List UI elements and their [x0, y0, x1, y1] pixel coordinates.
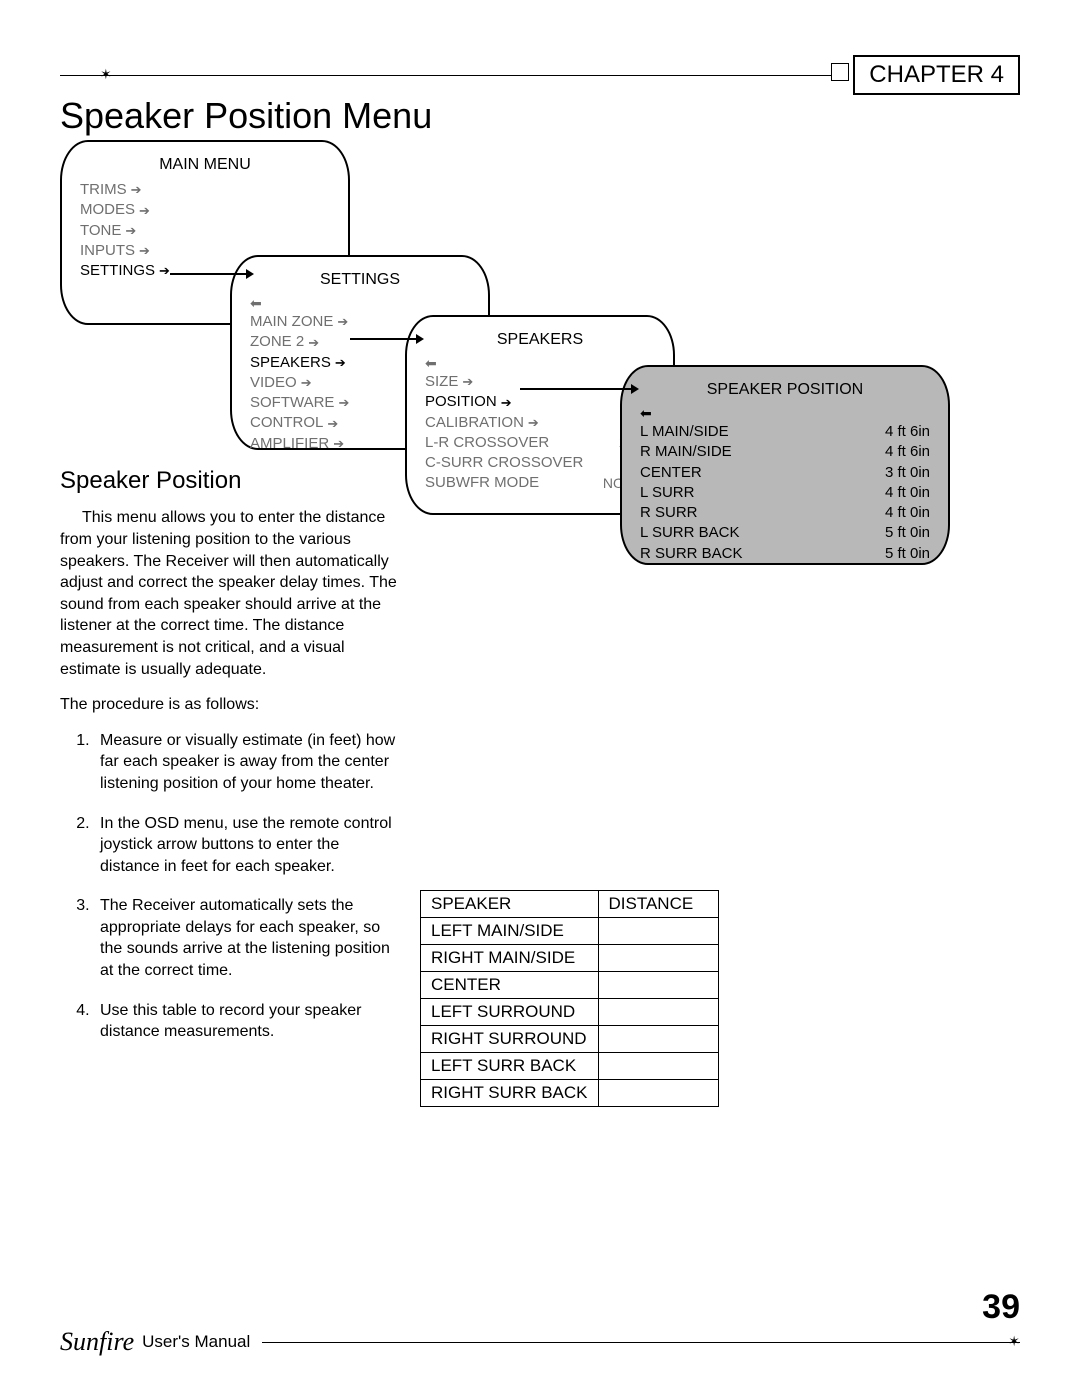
- body-para2: The procedure is as follows:: [60, 694, 400, 716]
- header-rule: CHAPTER 4: [60, 55, 1020, 95]
- col-distance: DISTANCE: [598, 891, 718, 918]
- procedure-step: The Receiver automatically sets the appr…: [94, 895, 400, 981]
- arrow-icon: ➔: [125, 222, 136, 240]
- sp-row: L SURR4 ft 0in: [640, 483, 930, 503]
- screen1-title: MAIN MENU: [80, 156, 330, 174]
- back-arrow-icon: ⬅: [250, 295, 470, 312]
- footer-rule: [262, 1342, 1020, 1343]
- back-arrow-icon: ⬅: [425, 355, 655, 372]
- arrow-icon: ➔: [327, 415, 338, 433]
- back-arrow-icon: ⬅: [640, 405, 930, 422]
- speaker-position-rows: L MAIN/SIDE4 ft 6in R MAIN/SIDE4 ft 6in …: [640, 422, 930, 564]
- screen2-title: SETTINGS: [250, 271, 470, 289]
- arrow-icon: ➔: [337, 313, 348, 331]
- sp-row: R MAIN/SIDE4 ft 6in: [640, 442, 930, 462]
- table-row: CENTER: [421, 972, 719, 999]
- connector-arrowhead-icon: [416, 334, 424, 344]
- arrow-icon: ➔: [462, 373, 473, 391]
- distance-cell: [598, 945, 718, 972]
- arrow-icon: ➔: [501, 394, 512, 412]
- table-row: LEFT SURROUND: [421, 999, 719, 1026]
- arrow-icon: ➔: [139, 242, 150, 260]
- arrow-icon: ➔: [308, 334, 319, 352]
- distance-cell: [598, 1080, 718, 1107]
- footer: Sunfire User's Manual: [60, 1327, 1020, 1357]
- sp-row: L SURR BACK5 ft 0in: [640, 523, 930, 543]
- record-table: SPEAKER DISTANCE LEFT MAIN/SIDE RIGHT MA…: [420, 890, 719, 1107]
- arrow-icon: ➔: [159, 262, 170, 280]
- arrow-icon: ➔: [335, 354, 346, 372]
- distance-cell: [598, 918, 718, 945]
- menu-item: TRIMS➔: [80, 180, 330, 200]
- table-header-row: SPEAKER DISTANCE: [421, 891, 719, 918]
- footer-label: User's Manual: [142, 1332, 250, 1352]
- arrow-icon: ➔: [131, 181, 142, 199]
- arrow-icon: ➔: [528, 414, 539, 432]
- distance-cell: [598, 999, 718, 1026]
- connector-arrowhead-icon: [631, 384, 639, 394]
- arrow-icon: ➔: [301, 374, 312, 392]
- distance-cell: [598, 1026, 718, 1053]
- arrow-icon: ➔: [139, 202, 150, 220]
- sp-row: CENTER3 ft 0in: [640, 463, 930, 483]
- chapter-label: CHAPTER 4: [853, 55, 1020, 95]
- connector-line: [350, 338, 420, 340]
- connector-line: [520, 388, 635, 390]
- screen-speaker-position: SPEAKER POSITION ⬅ L MAIN/SIDE4 ft 6in R…: [620, 365, 950, 565]
- body-text-column: Speaker Position This menu allows you to…: [60, 465, 400, 1061]
- distance-cell: [598, 972, 718, 999]
- connector-arrowhead-icon: [246, 269, 254, 279]
- table-row: RIGHT MAIN/SIDE: [421, 945, 719, 972]
- procedure-step: Measure or visually estimate (in feet) h…: [94, 730, 400, 795]
- brand-name: Sunfire: [60, 1327, 134, 1357]
- menu-item: MODES➔: [80, 200, 330, 220]
- sp-row: R SURR4 ft 0in: [640, 503, 930, 523]
- table-row: LEFT MAIN/SIDE: [421, 918, 719, 945]
- page-number: 39: [982, 1288, 1020, 1327]
- connector-line: [170, 273, 250, 275]
- procedure-list: Measure or visually estimate (in feet) h…: [94, 730, 400, 1043]
- distance-cell: [598, 1053, 718, 1080]
- sp-row: L MAIN/SIDE4 ft 6in: [640, 422, 930, 442]
- procedure-step: Use this table to record your speaker di…: [94, 1000, 400, 1043]
- section-heading: Speaker Position: [60, 465, 400, 497]
- arrow-icon: ➔: [338, 394, 349, 412]
- sp-row: R SURR BACK5 ft 0in: [640, 544, 930, 564]
- table-row: RIGHT SURR BACK: [421, 1080, 719, 1107]
- menu-item: TONE➔: [80, 221, 330, 241]
- arrow-icon: ➔: [333, 435, 344, 453]
- screen4-title: SPEAKER POSITION: [640, 381, 930, 399]
- table-row: RIGHT SURROUND: [421, 1026, 719, 1053]
- body-para1: This menu allows you to enter the distan…: [60, 507, 400, 680]
- header-line-left: [60, 75, 843, 76]
- page-title: Speaker Position Menu: [60, 95, 432, 137]
- procedure-step: In the OSD menu, use the remote control …: [94, 813, 400, 878]
- table-row: LEFT SURR BACK: [421, 1053, 719, 1080]
- screen3-title: SPEAKERS: [425, 331, 655, 349]
- col-speaker: SPEAKER: [421, 891, 599, 918]
